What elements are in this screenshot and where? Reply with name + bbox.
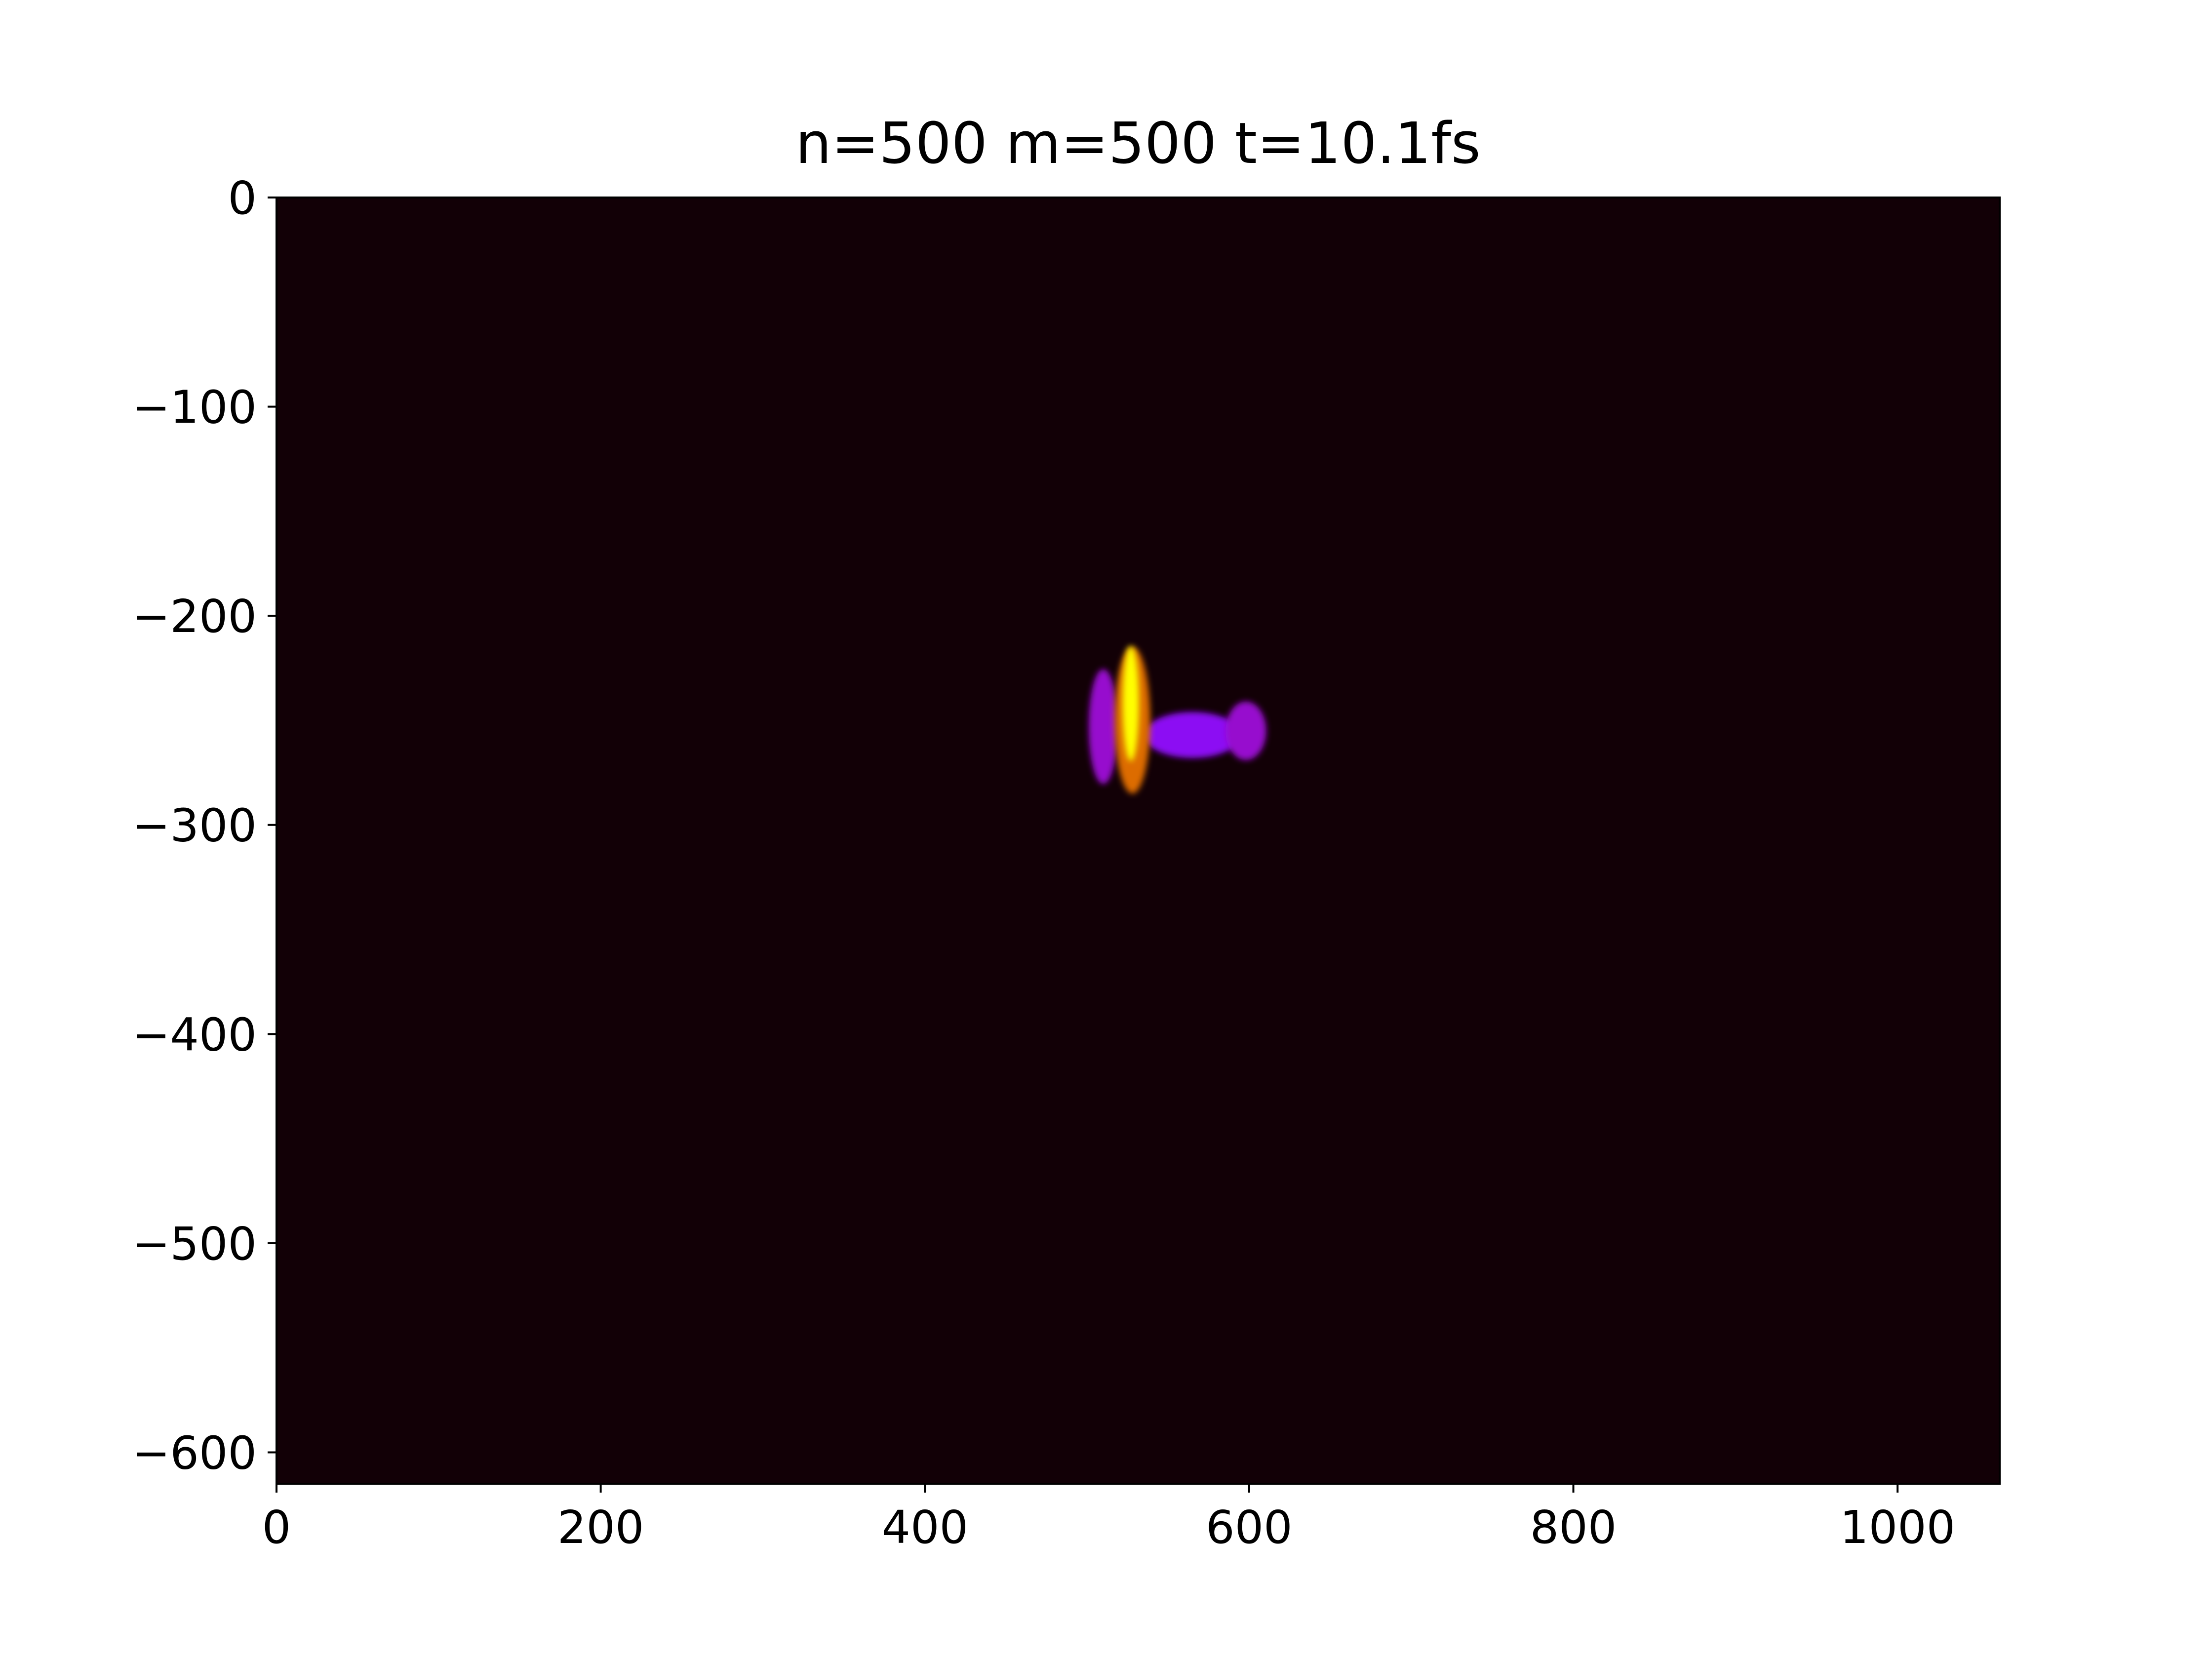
y-tick-label: 0 <box>228 172 257 225</box>
plot-area <box>276 198 2000 1484</box>
plot-frame <box>276 197 2001 1485</box>
chart-title: n=500 m=500 t=10.1fs <box>795 111 1481 177</box>
y-tick-label: −200 <box>132 590 257 643</box>
y-axis: 0 −100 −200 −300 −400 −500 −600 <box>132 172 276 1479</box>
heatmap-feature-2 <box>1225 701 1266 760</box>
heatmap-features <box>1088 646 1266 794</box>
y-tick-label: −300 <box>132 799 257 852</box>
y-tick-label: −100 <box>132 381 257 434</box>
x-tick-label: 1000 <box>1840 1501 1955 1554</box>
heatmap-feature-1 <box>1088 669 1118 785</box>
x-tick-label: 800 <box>1530 1501 1617 1554</box>
x-tick-label: 0 <box>262 1501 291 1554</box>
x-tick-label: 200 <box>557 1501 644 1554</box>
y-tick-label: −600 <box>132 1426 257 1479</box>
y-tick-label: −400 <box>132 1008 257 1061</box>
y-tick-label: −500 <box>132 1218 257 1270</box>
x-axis: 0 200 400 600 800 1000 <box>262 1484 1955 1554</box>
x-tick-label: 600 <box>1206 1501 1293 1554</box>
heatmap-feature-4 <box>1122 646 1139 761</box>
heatmap-feature-0 <box>1144 712 1241 758</box>
x-tick-label: 400 <box>881 1501 968 1554</box>
